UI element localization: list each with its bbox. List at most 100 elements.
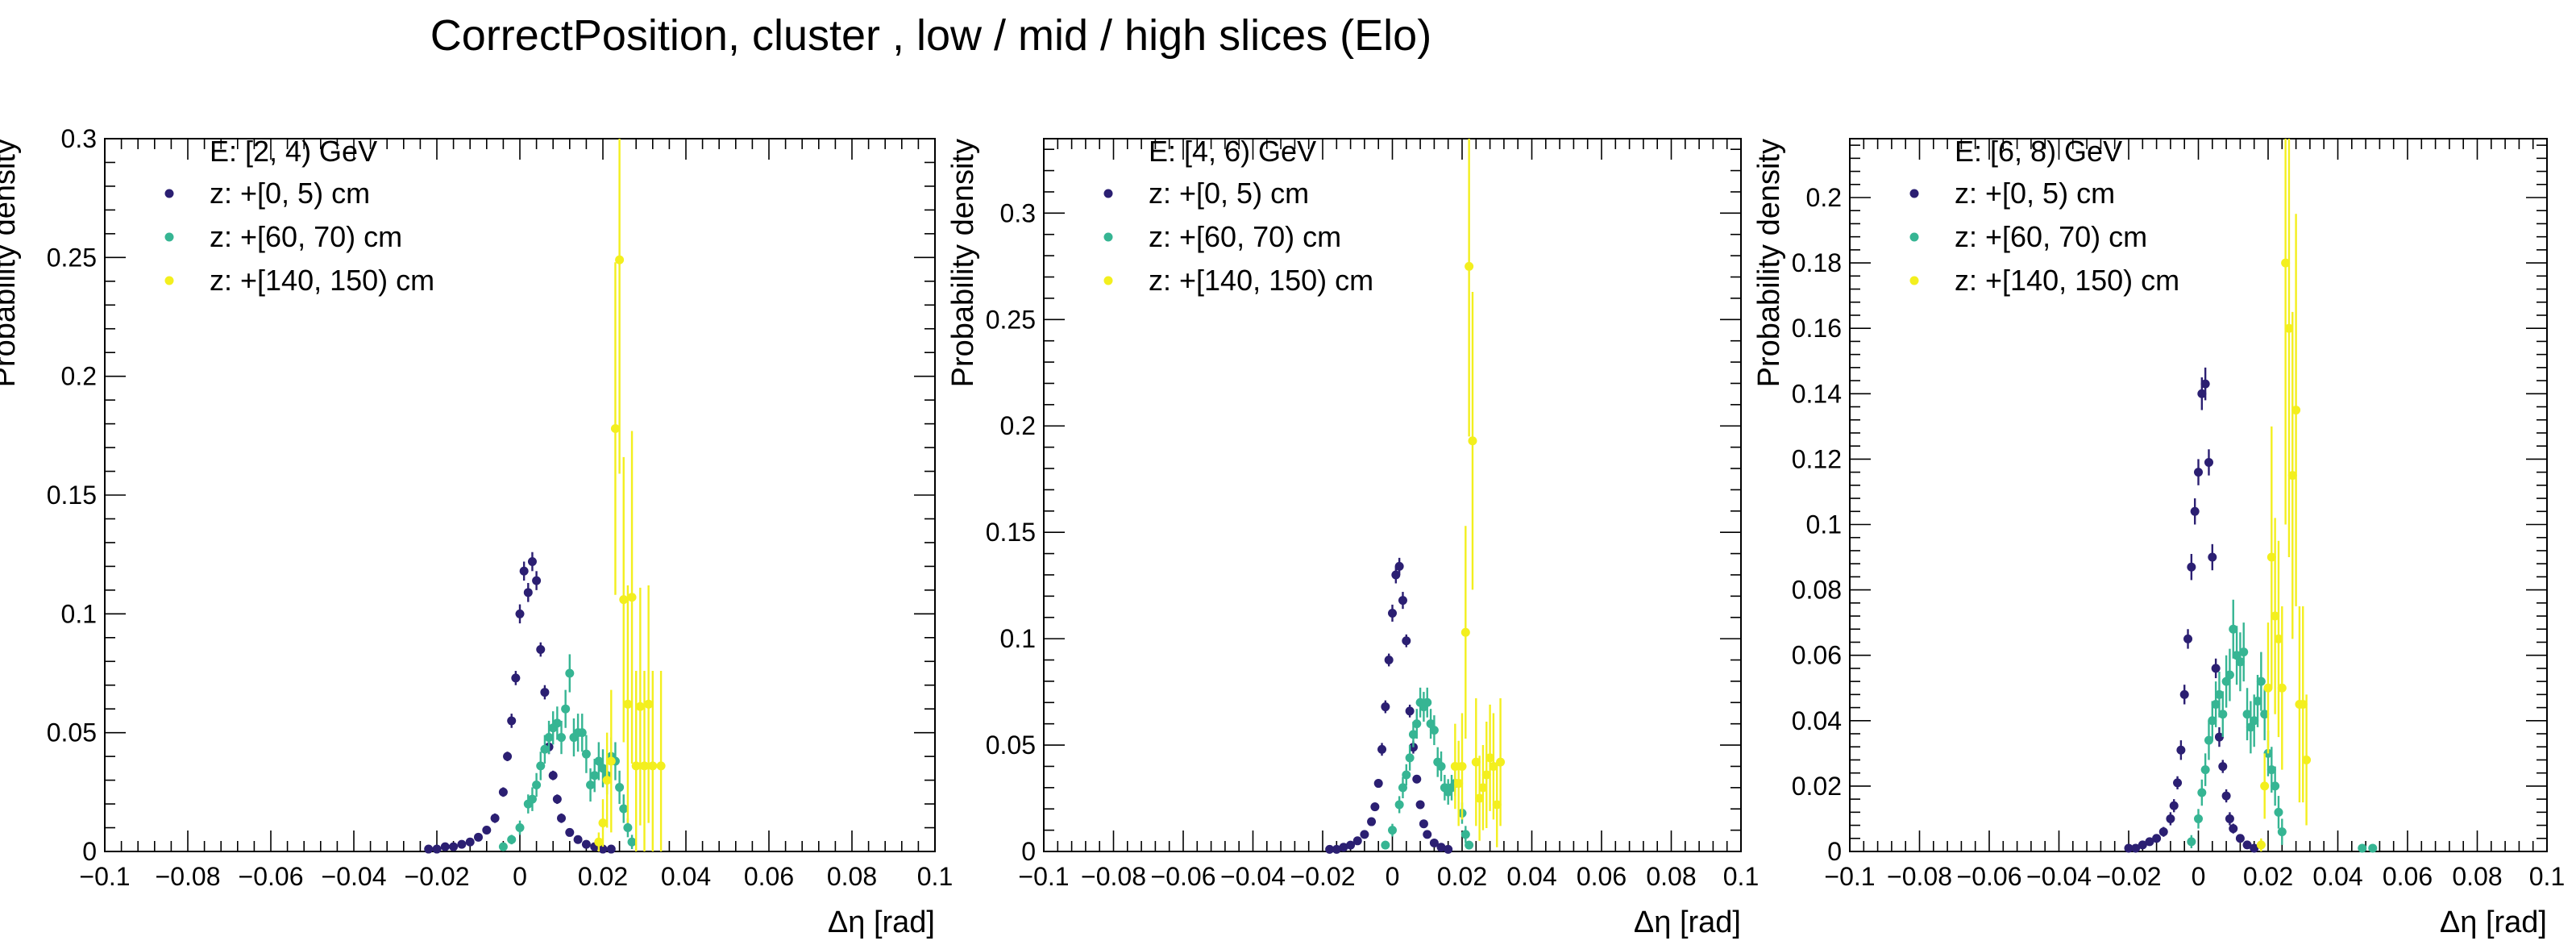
y-tick-label: 0.2 xyxy=(61,362,97,391)
data-point xyxy=(1412,719,1422,729)
y-tick-label: 0.15 xyxy=(47,481,97,510)
data-point xyxy=(1346,840,1356,850)
y-tick-label: 0.25 xyxy=(47,243,97,272)
x-tick-label: 0 xyxy=(2192,862,2206,891)
data-point xyxy=(2250,716,2259,726)
x-tick-label: −0.08 xyxy=(156,862,221,891)
data-point xyxy=(515,823,525,833)
series-3 xyxy=(1450,139,1506,847)
x-tick-label: 0 xyxy=(513,862,527,891)
legend-marker xyxy=(1103,189,1113,198)
data-point xyxy=(594,837,604,847)
data-point xyxy=(2242,840,2252,850)
y-tick-label: 0.05 xyxy=(986,731,1036,760)
data-point xyxy=(615,255,625,264)
data-point xyxy=(2221,676,2231,686)
y-tick-label: 0 xyxy=(1827,837,1842,866)
data-point xyxy=(2138,840,2147,850)
x-tick-label: −0.08 xyxy=(1887,862,1952,891)
y-tick-label: 0.3 xyxy=(61,124,97,153)
data-point xyxy=(2302,755,2312,764)
data-point xyxy=(1415,800,1425,810)
x-tick-label: −0.04 xyxy=(322,862,387,891)
legend-entry: z: +[0, 5) cm xyxy=(210,177,370,210)
data-point xyxy=(2204,735,2213,745)
series-3 xyxy=(2256,139,2312,851)
data-point xyxy=(1465,261,1474,271)
data-point xyxy=(557,733,566,743)
data-point xyxy=(544,733,554,743)
data-point xyxy=(573,835,583,844)
data-point xyxy=(536,761,546,771)
data-point xyxy=(581,839,591,849)
data-point xyxy=(552,718,562,728)
data-point xyxy=(540,744,550,754)
data-point xyxy=(2281,258,2291,268)
data-point xyxy=(656,761,666,771)
data-point xyxy=(540,688,550,697)
legend-entry: z: +[140, 150) cm xyxy=(1955,264,2179,297)
x-tick-label: 0.04 xyxy=(661,862,711,891)
data-point xyxy=(440,842,450,851)
data-point xyxy=(2183,634,2193,643)
legend-marker xyxy=(1909,276,1919,285)
data-point xyxy=(2284,323,2294,333)
data-point xyxy=(498,842,508,851)
data-point xyxy=(565,827,575,837)
data-point xyxy=(2274,807,2283,817)
data-point xyxy=(457,839,467,849)
x-tick-label: 0.06 xyxy=(1577,862,1627,891)
x-tick-label: 0.04 xyxy=(2312,862,2362,891)
y-tick-label: 0.14 xyxy=(1792,379,1842,408)
data-point xyxy=(511,673,521,683)
y-tick-label: 0.12 xyxy=(1792,444,1842,473)
data-point xyxy=(1325,844,1335,854)
y-tick-label: 0.2 xyxy=(1000,411,1036,440)
data-point xyxy=(2368,843,2378,853)
legend-marker xyxy=(164,189,174,198)
data-point xyxy=(1423,830,1432,839)
data-point xyxy=(432,844,442,854)
y-tick-label: 0.1 xyxy=(1000,624,1036,653)
data-point xyxy=(1398,783,1407,793)
data-point xyxy=(2225,670,2234,680)
data-point xyxy=(2194,814,2203,823)
data-point xyxy=(2211,664,2221,673)
data-point xyxy=(2208,716,2217,726)
data-point xyxy=(2187,562,2196,572)
data-point xyxy=(507,716,517,726)
series-2 xyxy=(1381,687,1474,850)
data-point xyxy=(598,818,608,828)
x-tick-label: 0.02 xyxy=(578,862,628,891)
legend-panel-label: E: [4, 6) GeV xyxy=(1149,135,1316,168)
data-point xyxy=(1370,802,1380,812)
data-point xyxy=(1450,761,1460,771)
data-point xyxy=(565,668,575,678)
y-tick-label: 0.1 xyxy=(61,599,97,628)
legend: E: [2, 4) GeV z: +[0, 5) cm z: +[60, 70) c… xyxy=(164,135,434,297)
data-point xyxy=(2208,552,2217,562)
data-point xyxy=(2197,788,2207,797)
legend-entry: z: +[60, 70) cm xyxy=(210,220,402,253)
data-point xyxy=(2266,765,2276,775)
data-point xyxy=(2124,843,2134,853)
data-point xyxy=(640,761,649,771)
data-point xyxy=(2211,700,2221,710)
data-point xyxy=(1478,783,1488,793)
data-point xyxy=(523,588,533,597)
data-point xyxy=(2256,676,2266,686)
data-point xyxy=(1384,656,1394,665)
data-point xyxy=(1412,774,1422,784)
data-point xyxy=(1468,436,1477,446)
data-point xyxy=(1457,761,1467,771)
y-tick-label: 0.1 xyxy=(1806,510,1842,539)
data-point xyxy=(2169,801,2179,810)
data-point xyxy=(474,832,483,842)
y-tick-label: 0 xyxy=(82,837,97,866)
x-axis-label: Δη [rad] xyxy=(828,905,935,939)
data-point xyxy=(1429,726,1439,735)
data-point xyxy=(2218,710,2228,719)
data-point xyxy=(2214,732,2224,742)
data-point xyxy=(503,751,513,761)
